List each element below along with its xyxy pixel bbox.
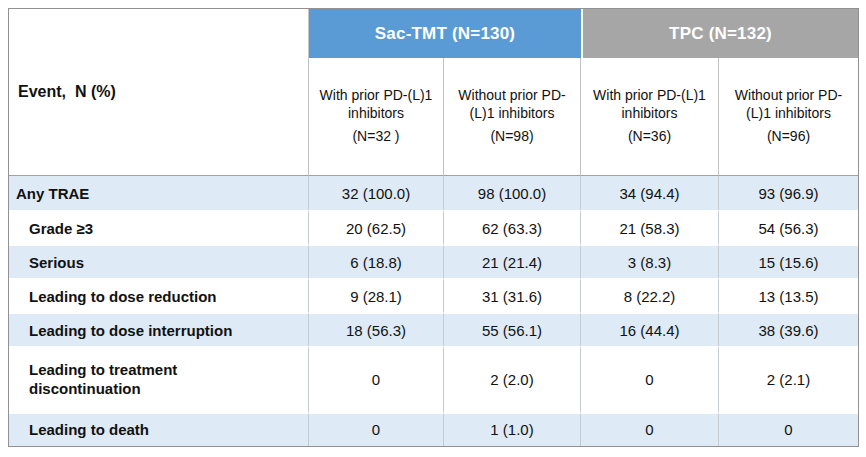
data-cell: 54 (56.3) xyxy=(719,210,858,244)
data-cell: 62 (63.3) xyxy=(444,210,581,244)
group-header-tpc: TPC (N=132) xyxy=(581,9,858,58)
row-label: Leading to death xyxy=(9,412,309,446)
column-header-sac-without-prior: Without prior PD-(L)1 inhibitors (N=98) xyxy=(444,58,581,176)
row-label: Leading to dose reduction xyxy=(9,278,309,312)
trae-table-container: Event, N (%) Sac-TMT (N=130) TPC (N=132)… xyxy=(8,8,857,447)
data-cell: 9 (28.1) xyxy=(309,278,444,312)
table-row-death: Leading to death 0 1 (1.0) 0 0 xyxy=(9,412,858,446)
data-cell: 2 (2.0) xyxy=(444,346,581,412)
row-label: Leading to dose interruption xyxy=(9,312,309,346)
data-cell: 1 (1.0) xyxy=(444,412,581,446)
data-cell: 15 (15.6) xyxy=(719,244,858,278)
group-header-sac-tmt: Sac-TMT (N=130) xyxy=(309,9,581,58)
column-header-sac-with-prior: With prior PD-(L)1 inhibitors (N=32 ) xyxy=(309,58,444,176)
data-cell: 0 xyxy=(309,346,444,412)
column-header-label: With prior PD-(L)1 inhibitors xyxy=(315,87,437,123)
data-cell: 93 (96.9) xyxy=(719,176,858,210)
data-cell: 55 (56.1) xyxy=(444,312,581,346)
table-row-dose-interruption: Leading to dose interruption 18 (56.3) 5… xyxy=(9,312,858,346)
row-label-text: Leading to treatment discontinuation xyxy=(29,361,229,399)
data-cell: 0 xyxy=(719,412,858,446)
data-cell: 3 (8.3) xyxy=(581,244,719,278)
data-cell: 16 (44.4) xyxy=(581,312,719,346)
column-header-n: (N=96) xyxy=(725,128,852,146)
column-header-n: (N=98) xyxy=(450,128,574,146)
data-cell: 21 (58.3) xyxy=(581,210,719,244)
table-row-grade-ge3: Grade ≥3 20 (62.5) 62 (63.3) 21 (58.3) 5… xyxy=(9,210,858,244)
data-cell: 0 xyxy=(581,346,719,412)
row-label: Leading to treatment discontinuation xyxy=(9,346,309,412)
data-cell: 32 (100.0) xyxy=(309,176,444,210)
data-cell: 21 (21.4) xyxy=(444,244,581,278)
row-label: Serious xyxy=(9,244,309,278)
data-cell: 2 (2.1) xyxy=(719,346,858,412)
data-cell: 20 (62.5) xyxy=(309,210,444,244)
data-cell: 98 (100.0) xyxy=(444,176,581,210)
column-header-label: Without prior PD-(L)1 inhibitors xyxy=(450,87,574,123)
column-header-tpc-with-prior: With prior PD-(L)1 inhibitors (N=36) xyxy=(581,58,719,176)
data-cell: 0 xyxy=(581,412,719,446)
row-label: Grade ≥3 xyxy=(9,210,309,244)
data-cell: 8 (22.2) xyxy=(581,278,719,312)
column-header-tpc-without-prior: Without prior PD-(L)1 inhibitors (N=96) xyxy=(719,58,858,176)
data-cell: 38 (39.6) xyxy=(719,312,858,346)
column-header-n: (N=36) xyxy=(587,128,712,146)
column-header-n: (N=32 ) xyxy=(315,128,437,146)
data-cell: 34 (94.4) xyxy=(581,176,719,210)
data-cell: 6 (18.8) xyxy=(309,244,444,278)
data-cell: 0 xyxy=(309,412,444,446)
row-label: Any TRAE xyxy=(9,176,309,210)
column-header-label: Without prior PD-(L)1 inhibitors xyxy=(725,87,852,123)
table-row-serious: Serious 6 (18.8) 21 (21.4) 3 (8.3) 15 (1… xyxy=(9,244,858,278)
column-header-label: With prior PD-(L)1 inhibitors xyxy=(587,87,712,123)
data-cell: 31 (31.6) xyxy=(444,278,581,312)
trae-table: Event, N (%) Sac-TMT (N=130) TPC (N=132)… xyxy=(8,8,859,447)
table-row-treatment-discontinuation: Leading to treatment discontinuation 0 2… xyxy=(9,346,858,412)
group-header-row: Event, N (%) Sac-TMT (N=130) TPC (N=132) xyxy=(9,9,858,58)
data-cell: 13 (13.5) xyxy=(719,278,858,312)
corner-header-event: Event, N (%) xyxy=(9,9,309,176)
data-cell: 18 (56.3) xyxy=(309,312,444,346)
table-row-any-trae: Any TRAE 32 (100.0) 98 (100.0) 34 (94.4)… xyxy=(9,176,858,210)
table-row-dose-reduction: Leading to dose reduction 9 (28.1) 31 (3… xyxy=(9,278,858,312)
